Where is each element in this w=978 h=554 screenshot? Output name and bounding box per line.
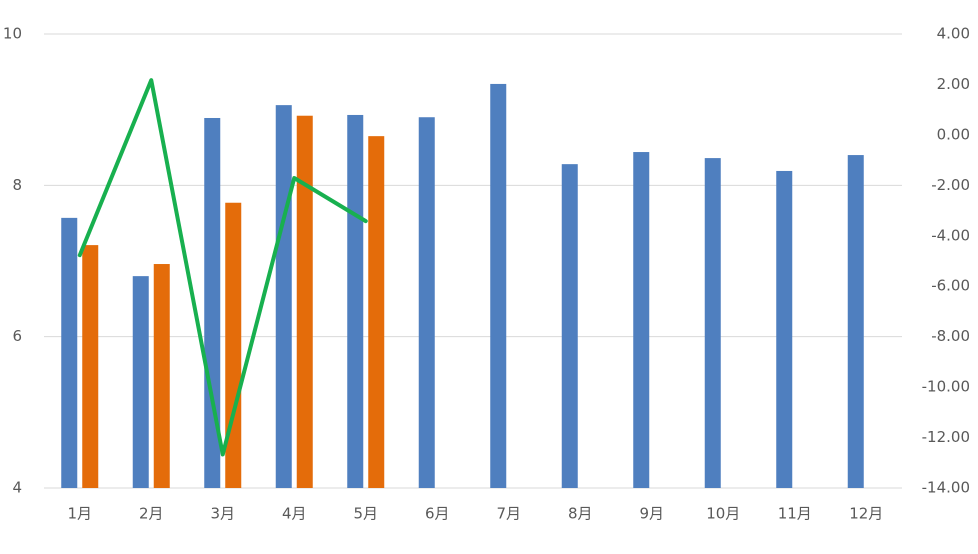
bar	[153, 264, 170, 488]
x-tick-label: 6月	[425, 505, 450, 523]
bar	[82, 245, 99, 488]
y-tick-label: 10	[3, 25, 22, 43]
x-tick-label: 3月	[210, 505, 235, 523]
x-tick-label: 8月	[568, 505, 593, 523]
bar	[204, 117, 221, 489]
bar	[776, 170, 793, 488]
x-tick-label: 4月	[282, 505, 307, 523]
bar	[368, 136, 385, 488]
line-series	[77, 78, 368, 457]
y2-tick-label: -14.00	[922, 479, 970, 497]
bar	[275, 105, 292, 489]
bar	[296, 115, 313, 488]
x-tick-label: 2月	[139, 505, 164, 523]
y2-tick-label: -6.00	[931, 277, 970, 295]
x-tick-label: 11月	[778, 505, 812, 523]
bar	[347, 114, 364, 489]
x-tick-label: 12月	[849, 505, 883, 523]
y-tick-label: 6	[12, 327, 22, 345]
bar	[61, 217, 78, 488]
bar	[561, 164, 578, 488]
bar	[633, 152, 650, 489]
bar	[490, 83, 507, 488]
y2-tick-label: 0.00	[937, 125, 970, 143]
x-tick-label: 5月	[353, 505, 378, 523]
y2-tick-label: -12.00	[922, 428, 970, 446]
y2-tick-label: 2.00	[937, 75, 970, 93]
x-tick-label: 7月	[496, 505, 521, 523]
y2-tick-label: -4.00	[931, 226, 970, 244]
bar	[704, 158, 721, 489]
bar	[225, 202, 242, 488]
x-tick-label: 1月	[67, 505, 92, 523]
y-tick-label: 8	[12, 176, 22, 194]
bar	[132, 276, 149, 488]
bar	[847, 155, 864, 489]
bar	[418, 117, 435, 488]
y-tick-label: 4	[12, 479, 22, 497]
y2-tick-label: 4.00	[937, 25, 970, 43]
y2-tick-label: -8.00	[931, 327, 970, 345]
x-tick-label: 10月	[706, 505, 740, 523]
y2-tick-label: -2.00	[931, 176, 970, 194]
y2-tick-label: -10.00	[922, 378, 970, 396]
x-tick-label: 9月	[639, 505, 664, 523]
